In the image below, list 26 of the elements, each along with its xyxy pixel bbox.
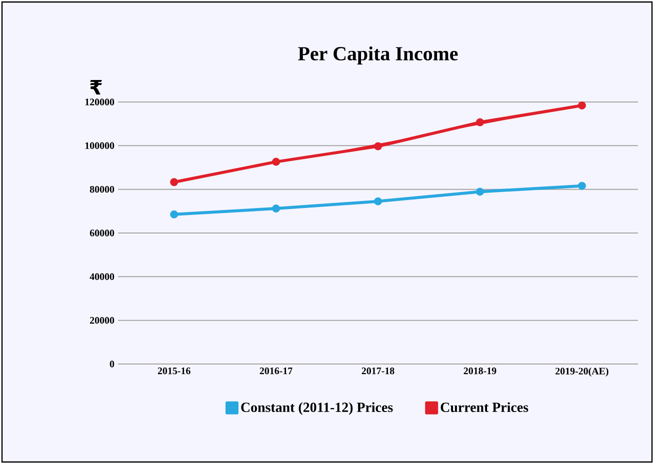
point xyxy=(578,182,586,190)
point xyxy=(476,118,484,126)
x-tick-label: 2015-16 xyxy=(158,368,190,374)
point xyxy=(272,158,280,166)
chart-title: Per Capita Income xyxy=(298,46,458,64)
y-axis-title: ₹ xyxy=(90,80,102,94)
point xyxy=(374,142,382,150)
point xyxy=(476,188,484,196)
y-tick-label: 40000 xyxy=(90,273,114,280)
y-tick-label: 60000 xyxy=(90,230,114,236)
point xyxy=(170,178,178,186)
y-tick-label: 20000 xyxy=(90,316,114,324)
point xyxy=(170,210,178,218)
legend-label: Constant (2011-12) Prices xyxy=(241,402,393,415)
y-tick-label: 80000 xyxy=(90,186,114,193)
x-tick-label: 2018-19 xyxy=(464,368,496,374)
x-tick-label: 2017-18 xyxy=(362,368,394,374)
point xyxy=(374,197,382,206)
point xyxy=(578,101,586,110)
y-tick-label: 100000 xyxy=(85,142,114,150)
legend-label: Current Prices xyxy=(440,402,528,412)
x-tick-label: 2016-17 xyxy=(260,368,292,374)
y-tick-label: 120000 xyxy=(85,98,114,106)
x-tick-label: 2019-20(AE) xyxy=(556,367,608,377)
point xyxy=(272,204,280,213)
y-tick-label: 0 xyxy=(110,360,114,368)
